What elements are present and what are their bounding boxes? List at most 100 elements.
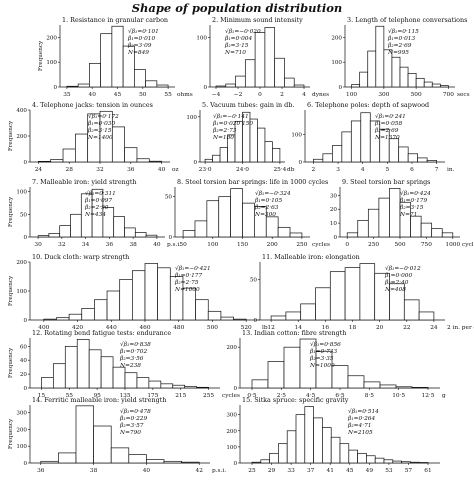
histogram-bar bbox=[357, 219, 369, 238]
x-tick-label: 4 bbox=[361, 167, 365, 173]
y-tick-label: 0 bbox=[23, 318, 27, 324]
x-tick-label: 8·5 bbox=[365, 393, 375, 399]
x-tick-label: 175 bbox=[147, 393, 158, 399]
stat-line: √β₁=0·424 bbox=[400, 190, 431, 197]
histogram-bar bbox=[206, 200, 220, 238]
histogram-bar bbox=[195, 299, 209, 321]
y-tick-label: 20 bbox=[330, 207, 338, 213]
y-tick-label: 100 bbox=[186, 115, 197, 121]
x-tick-label: 100 bbox=[346, 92, 357, 98]
y-axis-label: Frequency bbox=[8, 275, 14, 306]
histogram-bar bbox=[392, 460, 402, 464]
x-tick-label: −2 bbox=[234, 92, 243, 98]
histogram-bar bbox=[56, 317, 70, 321]
histogram-bar bbox=[233, 318, 247, 321]
panel-title: 8. Steel torsion bar springs: life in 10… bbox=[177, 178, 328, 186]
x-tick-label: 30 bbox=[34, 242, 42, 248]
x-tick-label: 36 bbox=[127, 167, 135, 173]
histogram-bar bbox=[398, 146, 409, 163]
x-unit-label: dynes bbox=[312, 92, 329, 98]
stat-line: β₁=0·229 bbox=[119, 416, 147, 422]
histogram-bar bbox=[132, 270, 146, 321]
histogram-bar bbox=[329, 271, 346, 321]
stat-line: β₂=3·09 bbox=[127, 43, 152, 49]
x-tick-label: 10·5 bbox=[392, 393, 405, 399]
x-unit-label: p.s.i. bbox=[212, 468, 226, 474]
histogram-bar bbox=[357, 452, 367, 464]
x-tick-label: 38 bbox=[90, 468, 98, 474]
x-tick-label: 36 bbox=[106, 242, 114, 248]
y-tick-label: 50 bbox=[20, 212, 28, 218]
histogram-bar bbox=[148, 160, 162, 163]
x-tick-label: 50 bbox=[139, 92, 147, 98]
histogram-bar bbox=[157, 267, 171, 321]
x-unit-label: p.s.i. bbox=[167, 242, 181, 248]
y-axis-label: Frequency bbox=[8, 418, 14, 449]
x-tick-label: 25·4 bbox=[273, 167, 286, 173]
stat-line: √β₁=0·241 bbox=[375, 113, 406, 120]
x-tick-label: 24 bbox=[35, 167, 43, 173]
histogram-bar bbox=[181, 461, 200, 464]
y-tick-label: 0 bbox=[23, 386, 27, 392]
y-tick-label: 0 bbox=[233, 461, 237, 467]
x-tick-label: 420 bbox=[72, 325, 83, 331]
histogram-bar bbox=[378, 197, 390, 238]
histogram-bar bbox=[348, 449, 358, 464]
x-tick-label: 45 bbox=[114, 92, 122, 98]
histogram-bar bbox=[194, 220, 208, 238]
histogram-bar bbox=[420, 222, 433, 238]
panel-p9: 9. Steel torsion bar springs 0 10 20 30 0 250 5… bbox=[330, 178, 474, 248]
panel-title: 1. Resistance in granular carbon bbox=[62, 16, 168, 24]
histogram-bar bbox=[110, 447, 130, 464]
x-tick-label: 750 bbox=[421, 242, 432, 248]
y-tick-label: 100 bbox=[16, 444, 27, 450]
y-tick-label: 50 bbox=[250, 278, 258, 284]
histogram-bar bbox=[344, 267, 361, 321]
histogram-bar bbox=[284, 77, 295, 88]
x-tick-label: 300 bbox=[378, 92, 389, 98]
histogram-bar bbox=[124, 372, 138, 389]
histogram-bar bbox=[439, 85, 449, 88]
x-unit-label: secs bbox=[457, 92, 470, 98]
histogram-bar bbox=[269, 452, 279, 464]
x-tick-label: 29 bbox=[268, 468, 276, 474]
histogram-bar bbox=[410, 461, 420, 464]
histogram-bar bbox=[431, 228, 443, 238]
panel-p2: 2. Minimum sound intensity 0 100 −4 −2 0 2 4 dyn… bbox=[196, 16, 329, 98]
histogram-bar bbox=[339, 443, 350, 464]
histogram-bar bbox=[403, 299, 420, 321]
stat-line: N=995 bbox=[387, 50, 409, 56]
histogram-bar bbox=[274, 57, 285, 88]
stat-line: N=710 bbox=[224, 50, 246, 56]
histogram-bar bbox=[70, 213, 82, 238]
histogram-bar bbox=[219, 147, 228, 163]
histogram-bar bbox=[391, 56, 401, 88]
histogram-bar bbox=[322, 427, 332, 464]
histogram-bar bbox=[395, 386, 413, 389]
y-tick-label: 200 bbox=[46, 35, 57, 41]
panel-p4: 4. Telephone jacks: tension in ounces 0 20… bbox=[8, 101, 179, 173]
x-tick-label: 15 bbox=[38, 393, 46, 399]
x-tick-label: 3 bbox=[336, 167, 340, 173]
panel-p10: 10. Duck cloth: warp strength 0 100 200 Freq… bbox=[8, 253, 268, 331]
histogram-bar bbox=[295, 414, 306, 464]
panel-p7: 7. Malleable iron: yield strength 0 50 100F… bbox=[8, 178, 181, 248]
y-tick-label: 200 bbox=[226, 429, 237, 435]
x-tick-label: 12·5 bbox=[422, 393, 435, 399]
histogram-bar bbox=[304, 406, 314, 464]
x-tick-label: 38 bbox=[129, 242, 137, 248]
y-tick-label: 0 bbox=[333, 235, 337, 241]
x-tick-label: 7 bbox=[435, 167, 439, 173]
y-tick-label: 0 bbox=[168, 235, 172, 241]
histogram-bar bbox=[285, 311, 302, 321]
stat-line: β₁=0·020 150 bbox=[212, 121, 253, 127]
histogram-bar bbox=[100, 33, 113, 88]
x-tick-label: 37 bbox=[307, 468, 315, 474]
y-tick-label: 100 bbox=[46, 60, 57, 66]
x-tick-label: 0 bbox=[258, 92, 262, 98]
x-tick-label: 250 bbox=[368, 242, 379, 248]
x-tick-label: 0·5 bbox=[247, 393, 257, 399]
stat-line: β₁=0·733 bbox=[309, 349, 337, 355]
histogram-bar bbox=[286, 430, 297, 464]
